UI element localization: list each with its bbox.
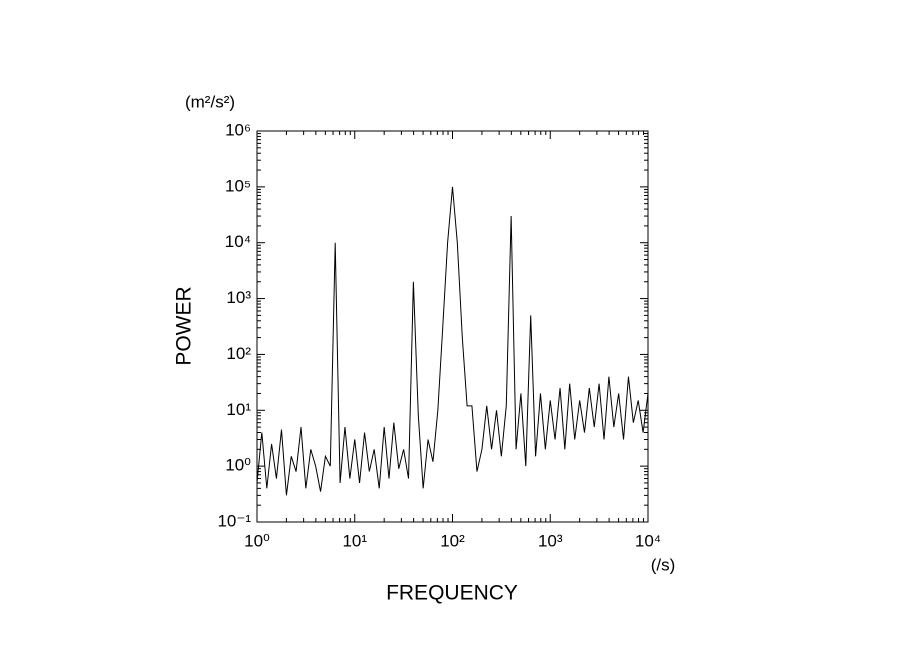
y-tick-label: 10⁵ — [225, 176, 251, 195]
y-unit: (m²/s²) — [185, 92, 235, 111]
x-tick-label: 10² — [440, 531, 465, 550]
y-tick-label: 10³ — [226, 288, 251, 307]
x-tick-label: 10⁰ — [244, 531, 270, 550]
y-tick-label: 10² — [226, 344, 251, 363]
x-axis-label: FREQUENCY — [386, 582, 518, 605]
x-tick-label: 10³ — [538, 531, 563, 550]
data-line — [256, 186, 649, 496]
y-tick-label: 10⁶ — [225, 120, 251, 139]
x-tick-label: 10¹ — [342, 531, 367, 550]
y-tick-label: 10⁻¹ — [217, 511, 251, 530]
x-unit: (/s) — [651, 555, 676, 574]
x-tick-label: 10⁴ — [635, 531, 661, 550]
y-axis-label: POWER — [173, 286, 196, 365]
y-tick-label: 10⁴ — [225, 232, 251, 251]
y-tick-label: 10¹ — [226, 400, 251, 419]
y-tick-label: 10⁰ — [225, 456, 251, 475]
